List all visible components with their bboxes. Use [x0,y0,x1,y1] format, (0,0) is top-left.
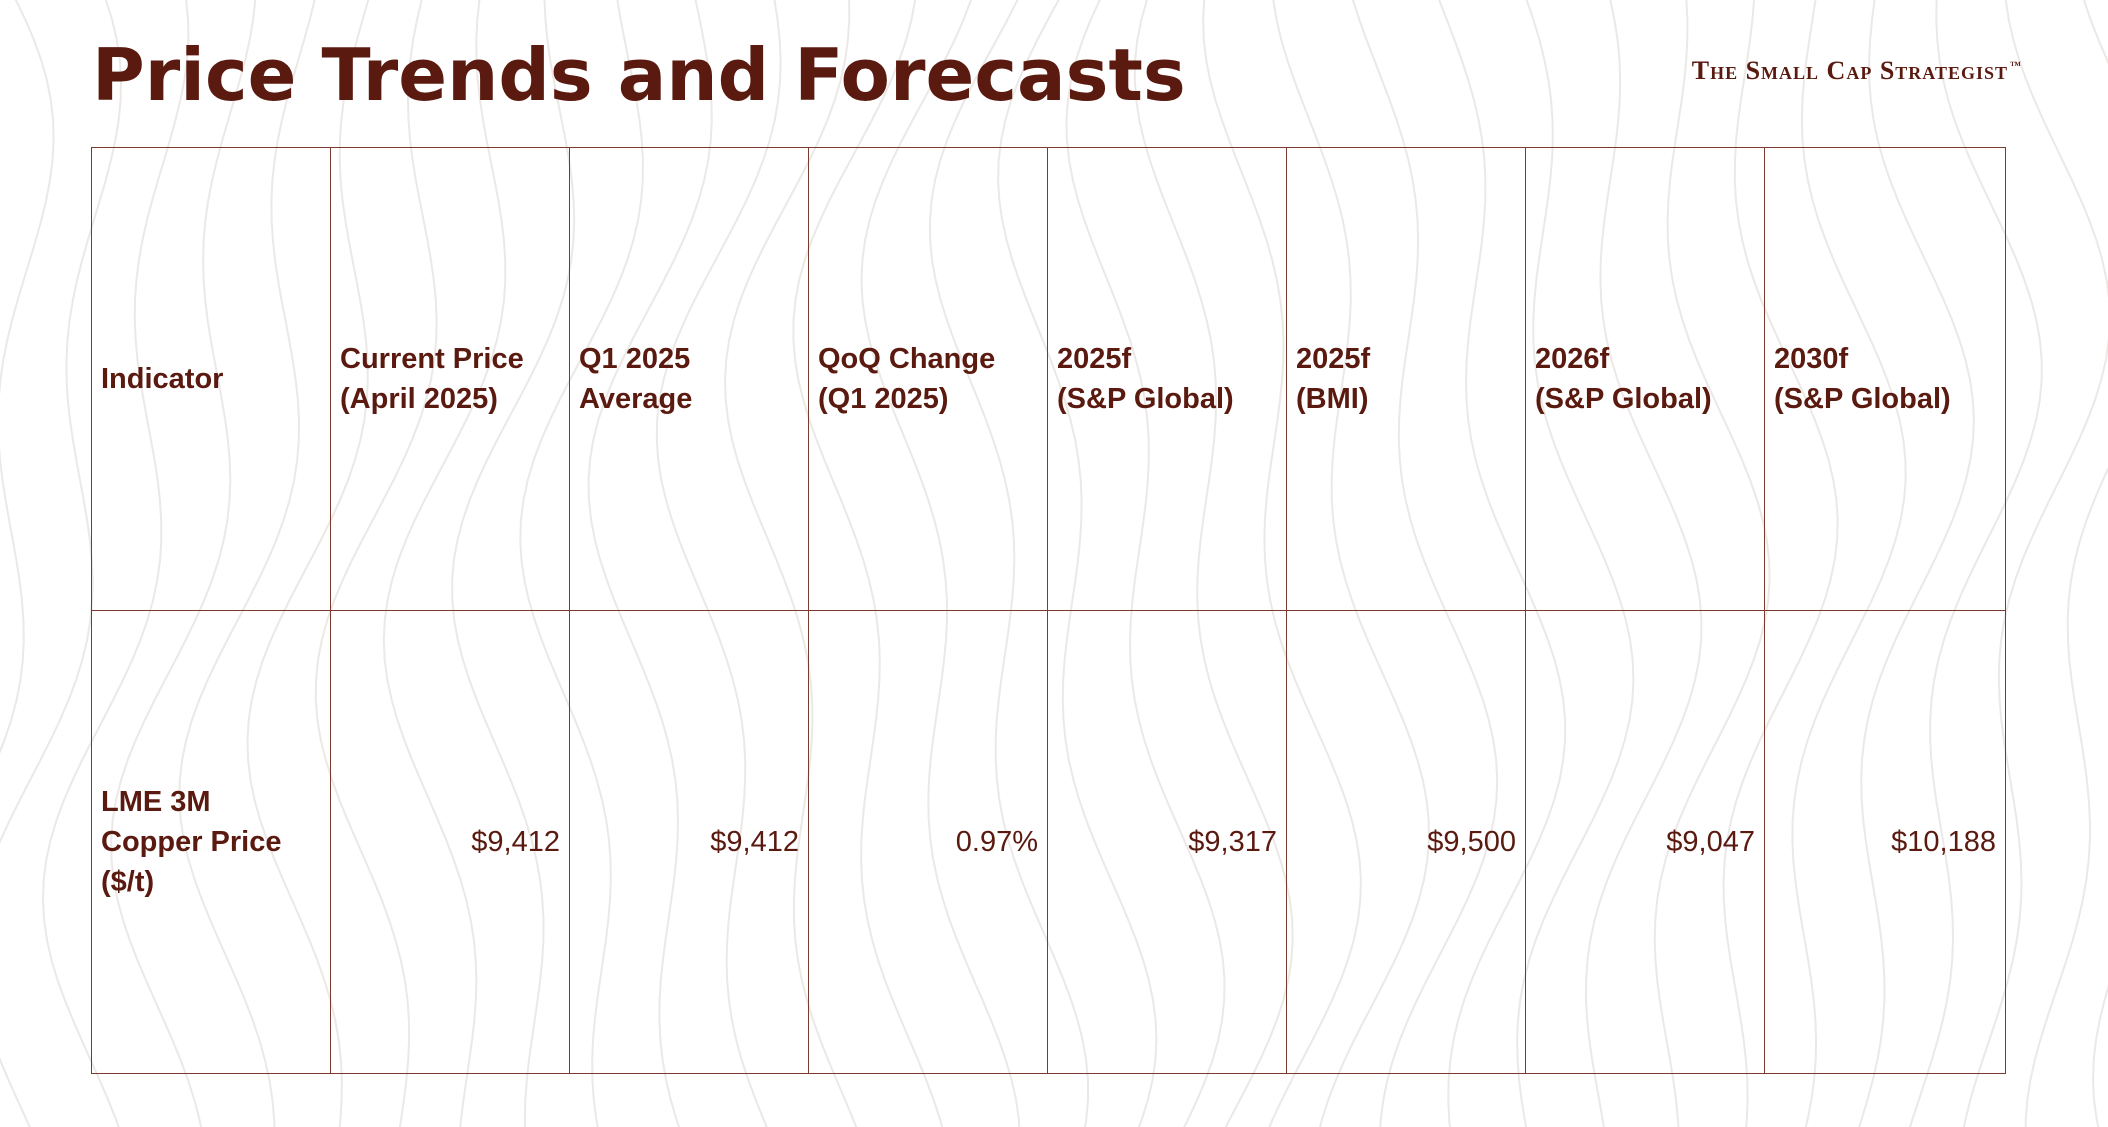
header-subline: (Q1 2025) [818,383,949,415]
header-q1-average: Q1 2025 Average [569,147,809,611]
2025f-bmi-value: $9,500 [1286,610,1526,1074]
header-subline: (April 2025) [340,383,498,415]
header-subline: Average [579,383,693,415]
topo-line [2024,0,2108,1127]
header-line: Q1 2025 [579,343,691,375]
header-2030f-sp: 2030f (S&P Global) [1764,147,2006,611]
header-subline: (BMI) [1296,383,1369,415]
current-price-value: $9,412 [330,610,570,1074]
header-subline: (S&P Global) [1774,383,1951,415]
header-indicator: Indicator [91,147,331,611]
indicator-line: LME 3M [101,786,211,818]
indicator-cell: LME 3M Copper Price ($/t) [91,610,331,1074]
topo-line [0,0,55,755]
header-line: QoQ Change [818,343,996,375]
table-header-row: Indicator Current Price (April 2025) Q1 … [91,147,2006,611]
header-line: Indicator [101,363,224,395]
page-title: Price Trends and Forecasts [92,33,1186,117]
header-2025f-bmi: 2025f (BMI) [1286,147,1526,611]
price-table-container: Indicator Current Price (April 2025) Q1 … [91,147,2006,1074]
header-2026f-sp: 2026f (S&P Global) [1525,147,1765,611]
header-line: Current Price [340,343,524,375]
topo-line [1962,0,2108,1127]
header-qoq-change: QoQ Change (Q1 2025) [808,147,1048,611]
2025f-sp-value: $9,317 [1047,610,1287,1074]
header-line: 2025f [1057,343,1132,375]
header-line: 2026f [1535,343,1610,375]
header-2025f-sp: 2025f (S&P Global) [1047,147,1287,611]
indicator-line: ($/t) [101,866,155,898]
price-forecast-table: Indicator Current Price (April 2025) Q1 … [91,147,2006,1074]
indicator-line: Copper Price [101,826,282,858]
header-line: 2030f [1774,343,1849,375]
header-subline: (S&P Global) [1535,383,1712,415]
q1-average-value: $9,412 [569,610,809,1074]
topo-line [2091,984,2108,1127]
header-line: 2025f [1296,343,1371,375]
brand-logo: The Small Cap Strategist ™ [1692,56,2022,86]
header-current-price: Current Price (April 2025) [330,147,570,611]
2026f-sp-value: $9,047 [1525,610,1765,1074]
trademark-mark: ™ [2010,60,2022,73]
2030f-sp-value: $10,188 [1764,610,2006,1074]
qoq-change-value: 0.97% [808,610,1048,1074]
table-row: LME 3M Copper Price ($/t) $9,412 $9,412 … [91,610,2006,1074]
brand-name: The Small Cap Strategist [1691,56,2008,85]
header-subline: (S&P Global) [1057,383,1234,415]
